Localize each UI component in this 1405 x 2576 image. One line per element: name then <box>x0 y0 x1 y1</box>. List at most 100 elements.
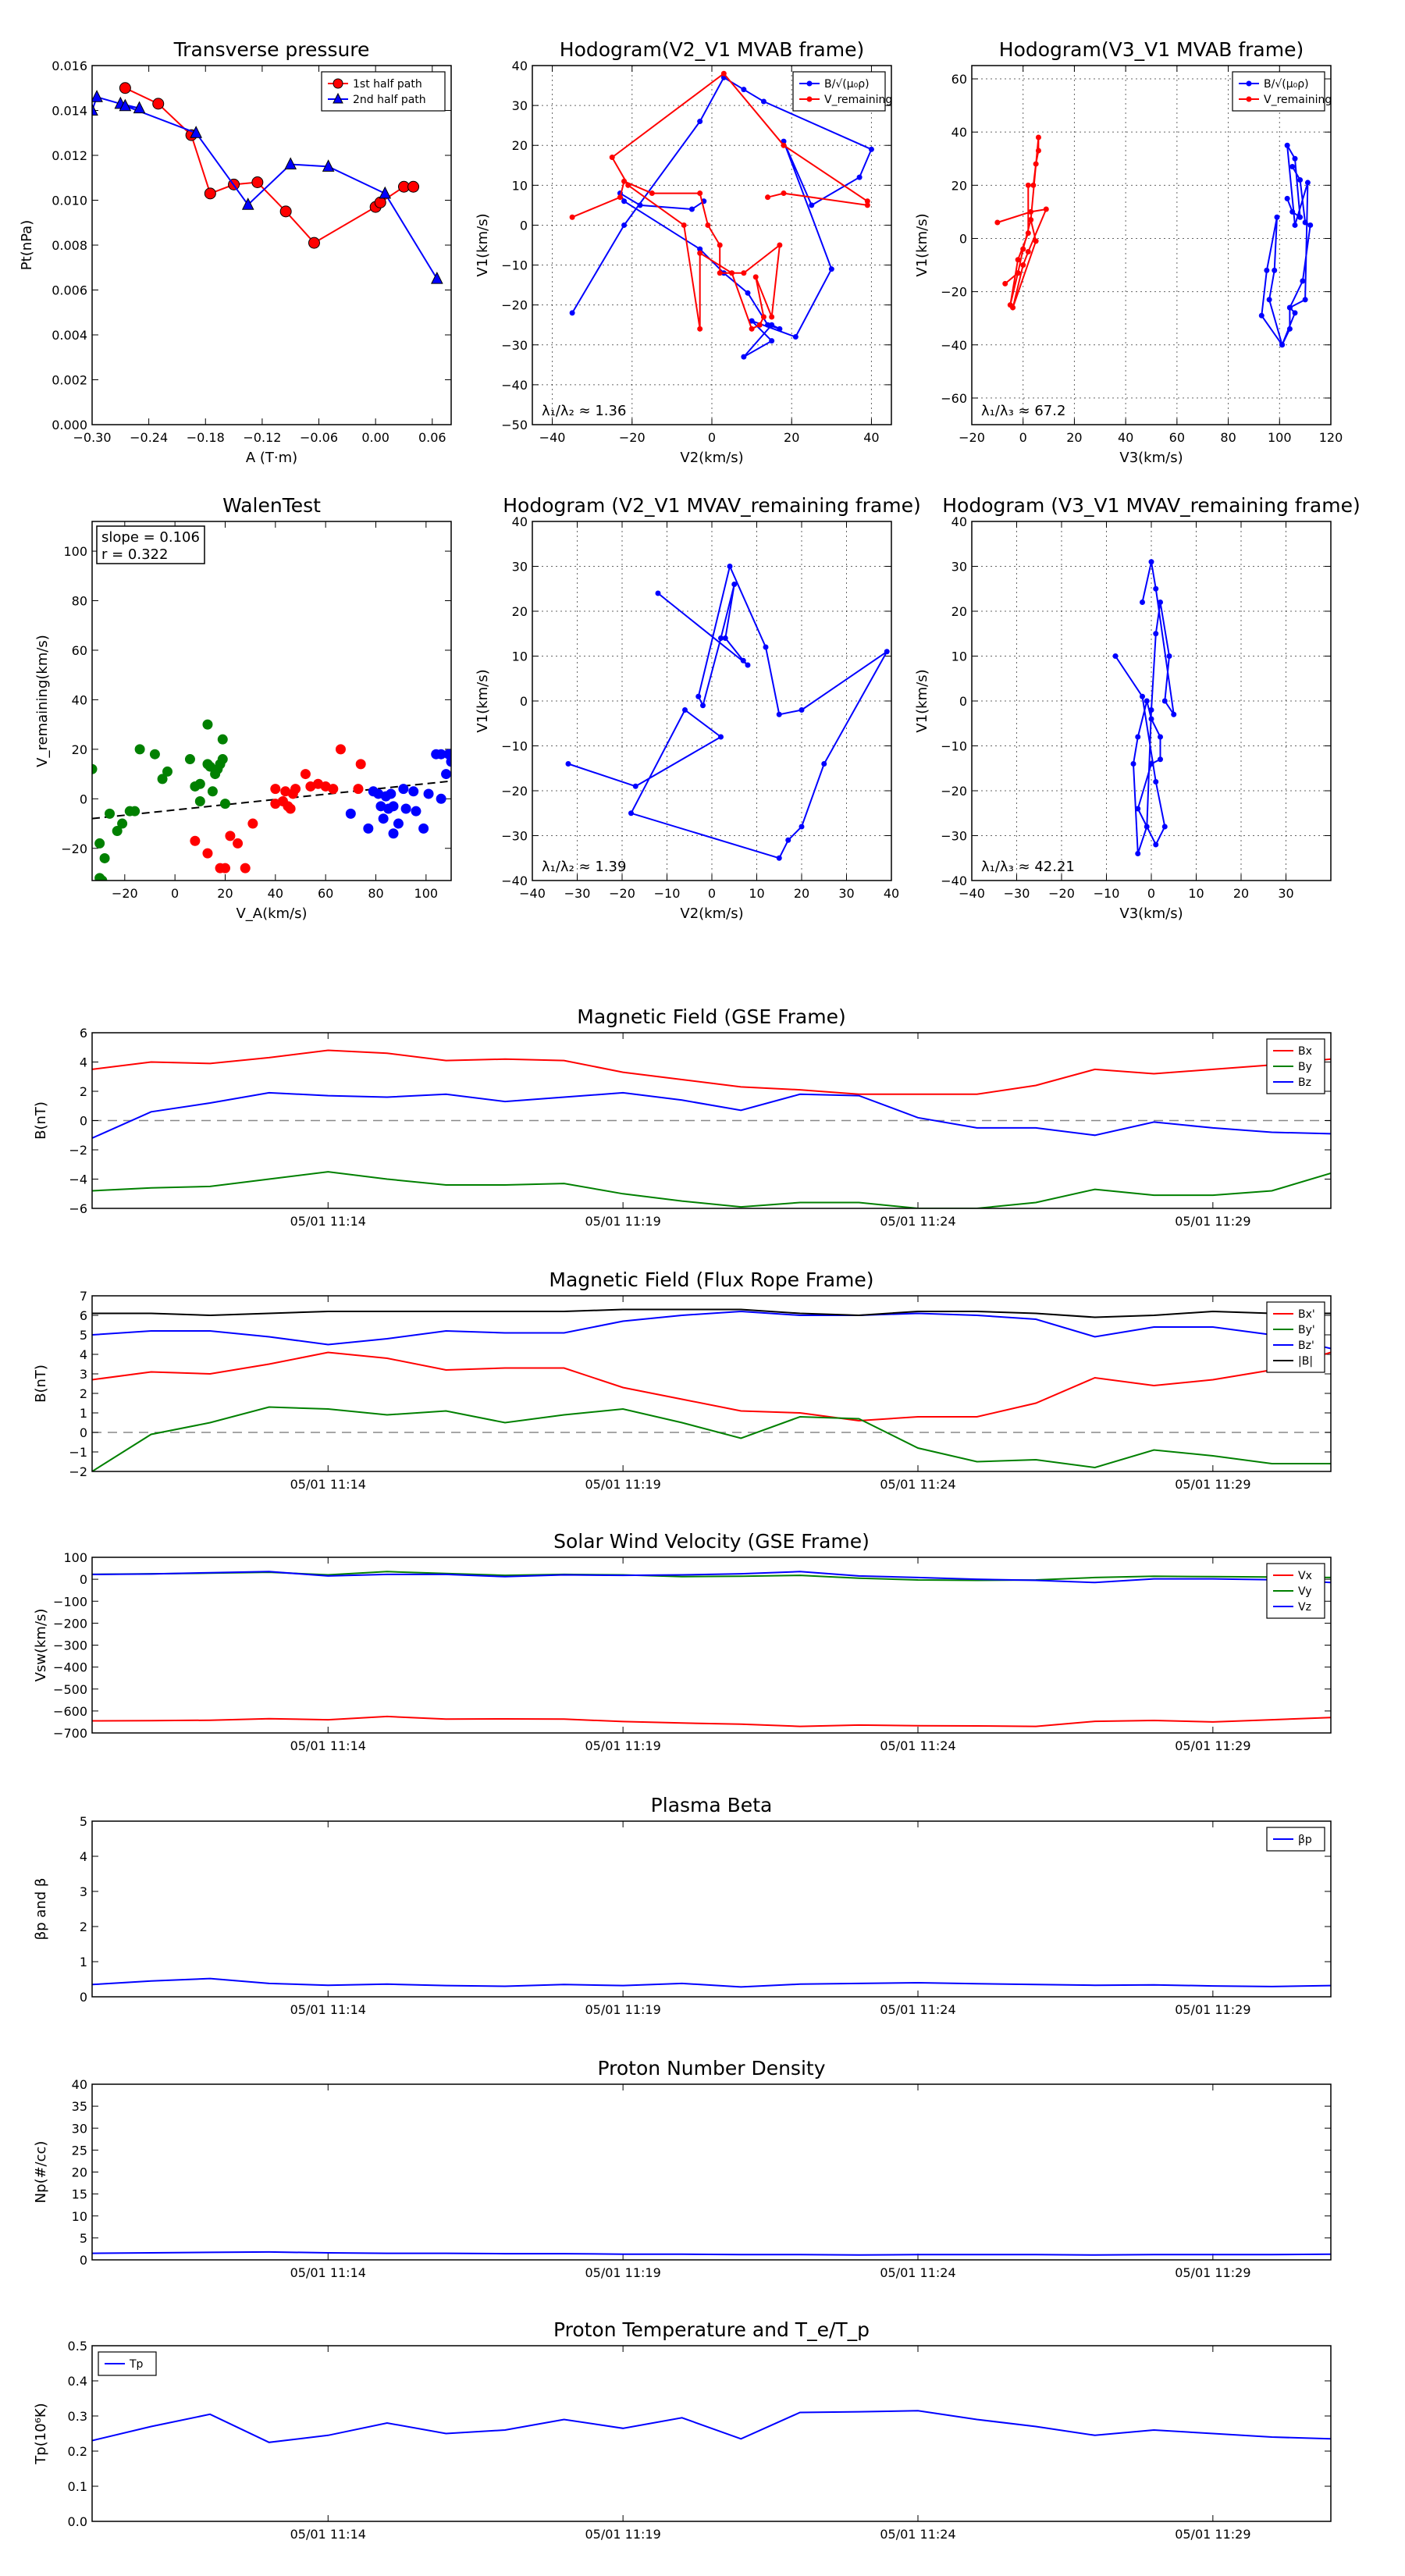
plot-marks <box>92 82 443 284</box>
data-point <box>92 90 103 102</box>
slope-label: slope = 0.106 <box>101 529 200 546</box>
y-tick-label: 10 <box>512 178 528 193</box>
y-axis-label: Vsw(km/s) <box>33 1609 49 1682</box>
y-axis-label: V_remaining(km/s) <box>34 635 51 767</box>
plot-area <box>92 521 451 881</box>
x-tick-label: 05/01 11:14 <box>290 1477 366 1492</box>
legend-marker <box>1246 96 1252 102</box>
legend-label: Bz <box>1298 1076 1311 1089</box>
y-tick-label: 100 <box>63 544 87 559</box>
legend-label: |B| <box>1298 1355 1313 1368</box>
data-point <box>1153 779 1159 785</box>
legend: B/√(μ₀ρ) V_remaining <box>1232 71 1332 112</box>
x-axis-label: V3(km/s) <box>1119 450 1183 466</box>
x-tick-label: 05/01 11:19 <box>585 2002 660 2017</box>
x-tick-label: 0.06 <box>418 430 446 445</box>
x-tick-label: −40 <box>959 886 985 901</box>
data-point <box>741 354 747 360</box>
data-point <box>1302 297 1308 303</box>
data-point <box>279 205 292 218</box>
axes-frame <box>91 2345 1332 2522</box>
data-point <box>1033 238 1039 244</box>
y-tick-label: 0 <box>80 1114 87 1129</box>
data-point <box>717 242 723 248</box>
data-point <box>105 808 116 819</box>
y-tick-label: 0 <box>80 1572 87 1587</box>
data-point <box>718 734 724 740</box>
data-point <box>423 788 434 799</box>
x-tick-label: −30 <box>1004 886 1030 901</box>
x-tick-label: 05/01 11:24 <box>880 2265 955 2280</box>
x-tick-label: 40 <box>1118 430 1133 445</box>
axes-frame <box>91 2083 1332 2261</box>
data-point <box>184 754 195 765</box>
data-point <box>777 326 783 332</box>
data-point <box>1307 222 1314 228</box>
data-point <box>655 590 661 596</box>
x-tick-label: 05/01 11:14 <box>290 1738 366 1753</box>
data-point <box>363 823 374 834</box>
series-line <box>92 1091 1331 1139</box>
y-tick-label: −20 <box>61 841 87 856</box>
x-tick-label: −20 <box>619 430 646 445</box>
y-tick-label: 2 <box>80 1920 87 1934</box>
chart-title: Magnetic Field (Flux Rope Frame) <box>549 1268 873 1291</box>
data-point <box>864 198 870 205</box>
data-point <box>308 237 320 249</box>
chart-vsw: Solar Wind Velocity (GSE Frame) −700 −600 −… <box>33 1530 1332 1753</box>
y-tick-label: 20 <box>512 138 528 153</box>
data-point <box>994 219 1001 226</box>
plot-area <box>92 1557 1331 1733</box>
x-tick-label: 05/01 11:24 <box>880 1738 955 1753</box>
legend: Vx Vy Vz <box>1266 1563 1325 1619</box>
data-point <box>407 180 420 193</box>
data-point <box>219 799 230 809</box>
data-point <box>1025 182 1031 188</box>
x-tick-label: 0 <box>708 886 716 901</box>
data-point <box>1158 734 1163 740</box>
data-point <box>1274 214 1280 220</box>
data-point <box>609 155 615 161</box>
y-tick-label: −500 <box>53 1682 87 1697</box>
x-tick-label: 20 <box>217 886 233 901</box>
chart-title: Proton Temperature and T_e/T_p <box>553 2318 870 2341</box>
y-tick-label: 4 <box>80 1347 87 1362</box>
data-point <box>1135 851 1141 856</box>
data-point <box>217 754 228 765</box>
data-point <box>720 70 727 76</box>
data-point <box>637 202 643 208</box>
x-tick-label: −30 <box>564 886 591 901</box>
x-tick-label: −0.30 <box>73 430 111 445</box>
data-point <box>1130 761 1136 767</box>
x-tick-label: 05/01 11:29 <box>1175 1214 1250 1229</box>
data-point <box>1033 161 1039 167</box>
data-point <box>284 157 297 169</box>
data-point <box>760 314 767 320</box>
x-tick-label: 05/01 11:19 <box>585 2527 660 2542</box>
series-line <box>92 1310 1331 1350</box>
data-point <box>335 744 346 755</box>
data-point <box>436 793 446 804</box>
axes-frame <box>91 521 452 881</box>
data-point <box>769 338 775 344</box>
data-point <box>1153 585 1159 592</box>
x-tick-label: −40 <box>519 886 546 901</box>
data-point <box>210 769 221 780</box>
data-point <box>1030 182 1037 188</box>
legend-marker <box>1246 80 1252 87</box>
y-tick-label: 80 <box>72 594 87 609</box>
legend-marker <box>333 92 343 104</box>
y-tick-label: 0 <box>80 1425 87 1440</box>
y-tick-label: −30 <box>501 829 528 844</box>
y-tick-label: 5 <box>80 1328 87 1343</box>
data-point <box>1300 278 1306 284</box>
y-tick-label: 0.5 <box>68 2339 87 2354</box>
legend-label: Vz <box>1298 1601 1311 1614</box>
y-tick-label: −400 <box>53 1660 87 1675</box>
data-point <box>1144 824 1150 830</box>
y-tick-label: 40 <box>512 514 528 529</box>
y-tick-label: −20 <box>501 298 528 313</box>
data-point <box>247 818 258 829</box>
series-line <box>92 1308 1331 1318</box>
